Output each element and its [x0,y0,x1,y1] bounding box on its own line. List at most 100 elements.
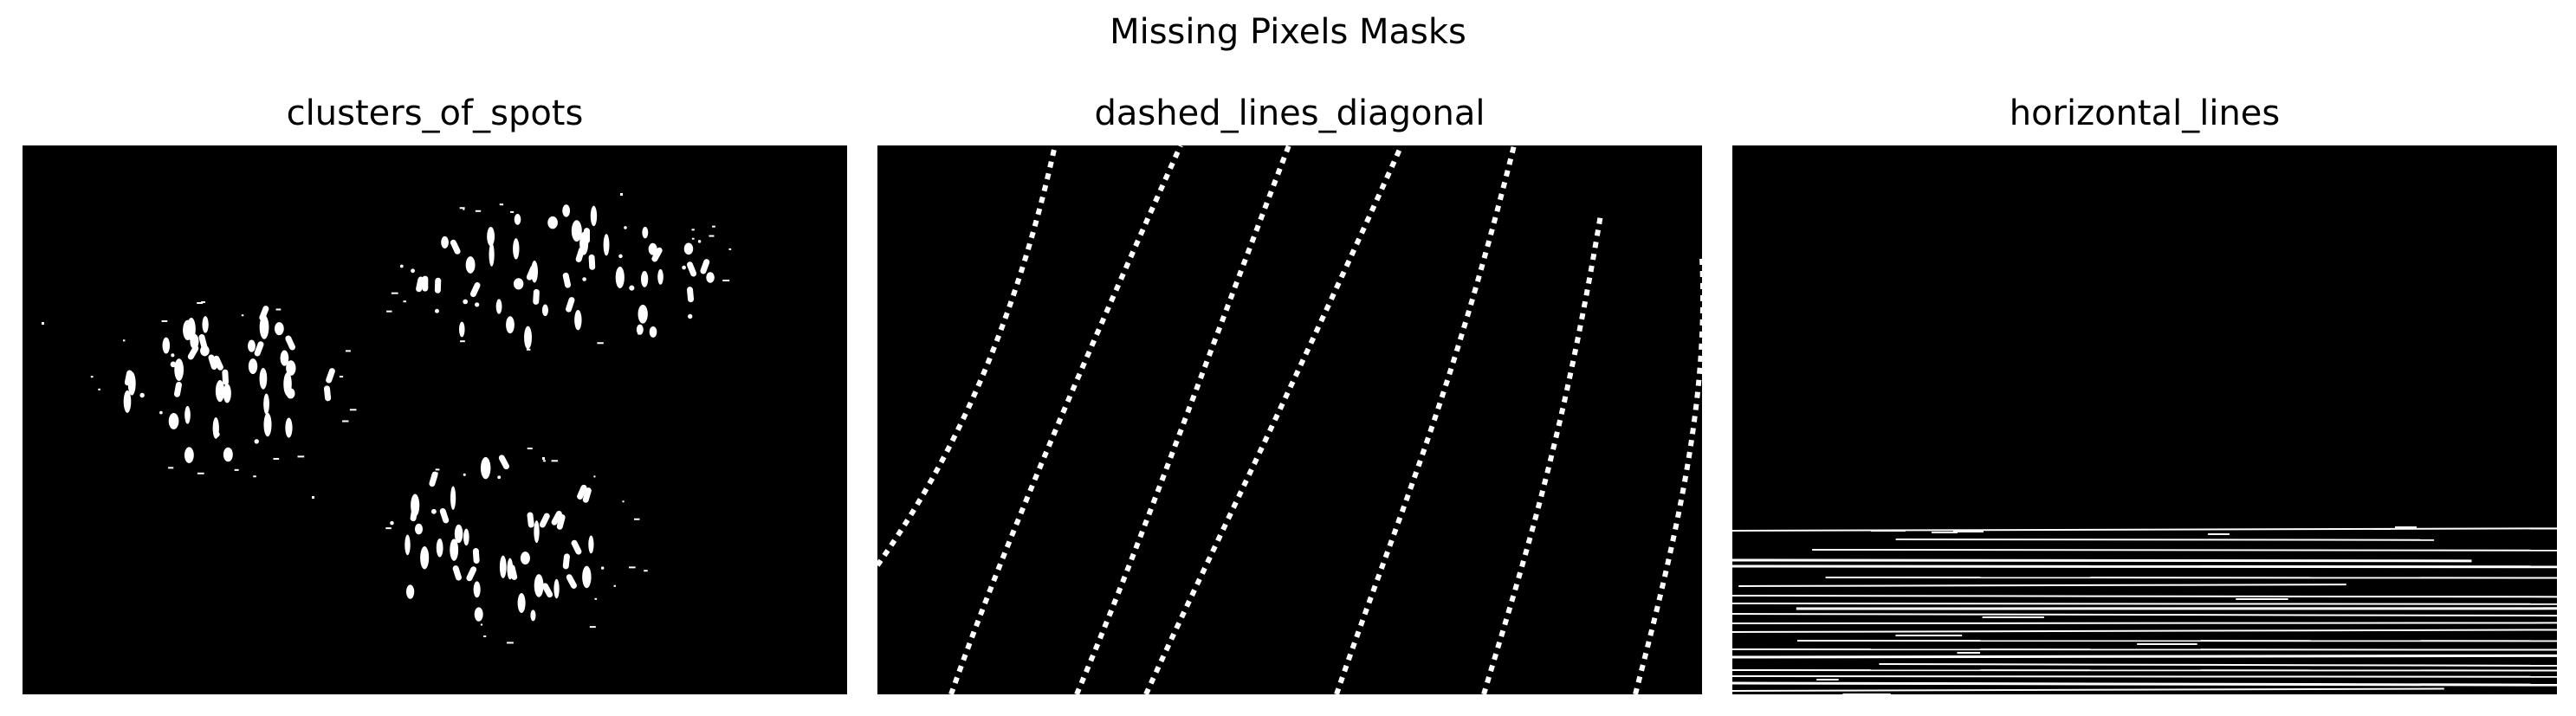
mask-spot [162,337,171,354]
mask-speck [634,518,640,520]
mask-spot [562,204,571,217]
mask-spot [124,370,133,386]
mask-speck [620,193,623,196]
mask-spot [450,486,456,510]
mask-speck [691,237,695,240]
mask-spot [499,555,507,578]
mask-speck [618,254,623,259]
mask-spot [173,381,182,397]
mask-spot [259,314,269,339]
mask-spot [208,354,217,371]
mask-spot [513,238,520,260]
mask-spot [514,213,521,225]
mask-speck [542,460,547,462]
mask-speck [403,300,406,303]
horizontal-mask-line [1732,629,2557,633]
dashed-mask-line [1334,145,1517,694]
mask-spot [513,278,524,290]
horizontal-mask-line [1895,539,2435,541]
mask-speck [201,300,205,303]
mask-spot [450,239,461,255]
mask-spot [489,242,495,267]
mask-spot [547,216,558,229]
mask-speck [463,473,466,476]
mask-speck [499,203,504,206]
mask-speck [253,475,256,478]
mask-spot [649,326,657,338]
mask-spot [687,287,695,303]
mask-spot [541,583,553,598]
mask-speck [460,340,465,343]
mask-speck [171,353,175,358]
mask-speck [345,350,351,352]
mask-spot [259,306,269,321]
mask-spot [562,553,570,570]
mask-spot [498,455,509,470]
mask-speck [430,508,437,514]
mask-spot [283,371,292,397]
mask-speck [551,460,559,462]
horizontal-mask-line [1732,603,2557,605]
mask-image-horizontal-lines [1732,145,2557,694]
mask-speck [542,457,545,460]
mask-spot [657,268,663,285]
mask-speck [273,457,280,460]
mask-spot [527,512,534,528]
mask-speck [682,265,686,270]
mask-spot [651,247,663,262]
mask-spot [577,484,587,500]
horizontal-mask-line [1738,584,2346,587]
mask-spot [452,565,462,581]
mask-spot [248,339,256,352]
dashed-mask-line [948,145,1183,694]
mask-spot [700,259,710,274]
mask-speck [527,447,533,449]
mask-speck [161,319,168,322]
mask-spot [436,539,443,558]
horizontal-mask-line [1732,613,2557,617]
mask-spot [686,261,697,277]
horizontal-mask-line [1732,564,2557,569]
mask-spot [520,552,530,565]
mask-speck [411,268,415,274]
mask-spot [706,272,715,283]
mask-spot [200,345,210,357]
mask-speck [722,279,730,281]
mask-spot [530,610,536,622]
mask-spot [642,226,649,239]
mask-spot [248,358,258,374]
mask-speck [624,226,627,229]
mask-speck [241,314,244,317]
mask-spot [472,548,480,564]
mask-spot [495,299,502,314]
mask-speck [613,584,616,587]
mask-speck [312,496,314,499]
mask-spot [574,309,582,331]
mask-speck [622,500,625,503]
mask-spot [480,456,491,480]
horizontal-mask-line [1732,654,2557,659]
mask-speck [597,342,604,345]
mask-spot [534,574,544,597]
mask-speck [98,388,100,390]
mask-spot [184,405,191,424]
mask-spot [506,316,515,334]
mask-speck [463,208,465,210]
dashed-mask-line [1074,145,1291,694]
mask-speck [463,299,469,305]
mask-spot [439,507,450,524]
mask-spot [575,247,585,262]
mask-spot [588,254,596,270]
mask-spot [187,345,199,360]
mask-spot [551,510,562,526]
mask-spot [410,506,418,522]
mask-speck [390,520,394,526]
mask-spot [571,539,582,555]
mask-spot [285,335,295,351]
mask-spot [416,276,424,293]
horizontal-mask-line [1732,687,2444,692]
mask-spot [534,520,540,544]
mask-speck [122,339,126,342]
mask-spot [473,581,481,598]
mask-spot [458,321,465,338]
